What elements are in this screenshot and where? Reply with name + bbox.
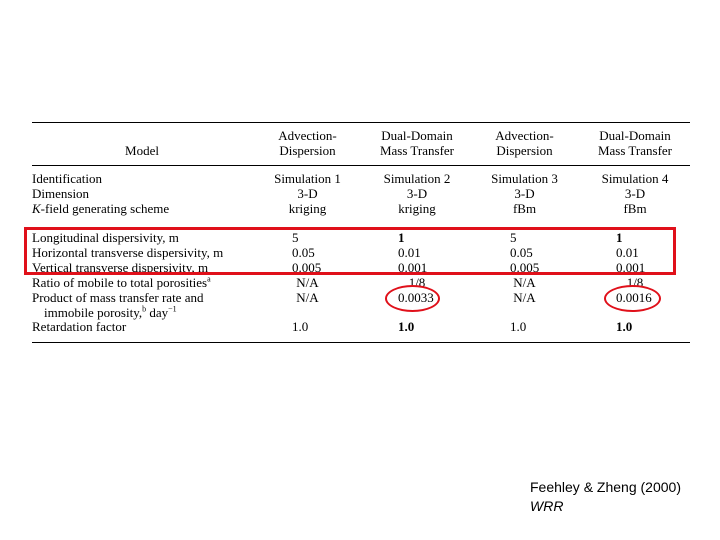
header-rule [32, 165, 690, 166]
table-bottom-rule [32, 342, 690, 343]
cell-ratio-sim3: N/A [513, 275, 536, 290]
cell-vertical-sim1: 0.005 [292, 260, 322, 275]
citation-authors: Feehley & Zheng (2000) [530, 479, 681, 495]
header-col3-line2: Dispersion [496, 143, 553, 158]
row-label-horizontal: Horizontal transverse dispersivity, m [32, 245, 224, 260]
row-label-ratio: Ratio of mobile to total porositiesa [32, 274, 211, 291]
cell-kfield-sim2: kriging [398, 201, 436, 216]
cell-kfield-sim1: kriging [288, 201, 327, 216]
row-label-product-cont: immobile porosity,b day−1 [44, 304, 177, 321]
cell-dimension-sim2: 3-D [406, 186, 428, 201]
header-col4-line2: Mass Transfer [597, 143, 673, 158]
unit-day: day [149, 305, 169, 320]
unit-exponent: −1 [168, 304, 177, 314]
cell-identification-sim4: Simulation 4 [601, 171, 669, 186]
cell-retardation-sim2: 1.0 [398, 319, 415, 334]
row-label-product-cont-text: immobile porosity, [44, 305, 143, 320]
cell-horizontal-sim2: 0.01 [398, 245, 421, 260]
row-label-dimension: Dimension [32, 186, 90, 201]
table-top-rule [32, 122, 690, 123]
cell-horizontal-sim4: 0.01 [616, 245, 639, 260]
cell-identification-sim2: Simulation 2 [383, 171, 451, 186]
row-label-longitudinal: Longitudinal dispersivity, m [32, 230, 179, 245]
row-label-kfield: K-field generating scheme [32, 201, 170, 216]
cell-longitudinal-sim2: 1 [398, 230, 405, 245]
cell-vertical-sim2: 0.001 [398, 260, 428, 275]
cell-identification-sim1: Simulation 1 [274, 171, 341, 186]
cell-horizontal-sim3: 0.05 [510, 245, 533, 260]
cell-dimension-sim4: 3-D [624, 186, 646, 201]
row-label-vertical: Vertical transverse dispersivity, m [32, 260, 209, 275]
highlight-circle-sim4 [604, 285, 661, 312]
cell-retardation-sim3: 1.0 [510, 319, 527, 334]
row-label-product: Product of mass transfer rate and [32, 290, 204, 305]
cell-vertical-sim3: 0.005 [510, 260, 540, 275]
cell-identification-sim3: Simulation 3 [491, 171, 558, 186]
header-col2-line1: Dual-Domain [381, 128, 453, 143]
header-col1-line1: Advection- [278, 128, 337, 143]
cell-horizontal-sim1: 0.05 [292, 245, 315, 260]
cell-product-sim1: N/A [296, 290, 319, 305]
cell-longitudinal-sim3: 5 [510, 230, 517, 245]
cell-ratio-sim1: N/A [296, 275, 319, 290]
cell-longitudinal-sim4: 1 [616, 230, 623, 245]
row-label-ratio-text: Ratio of mobile to total porosities [32, 275, 208, 290]
citation: Feehley & Zheng (2000) WRR [530, 478, 681, 516]
highlight-circle-sim2 [385, 285, 440, 312]
footnote-a: a [207, 274, 211, 284]
row-label-identification: Identification [32, 171, 103, 186]
cell-kfield-sim3: fBm [512, 201, 537, 216]
header-col1-line2: Dispersion [279, 143, 336, 158]
cell-dimension-sim3: 3-D [514, 186, 535, 201]
header-col4-line1: Dual-Domain [599, 128, 671, 143]
highlight-box-dispersivity [24, 227, 676, 275]
header-col3-line1: Advection- [495, 128, 554, 143]
header-model: Model [125, 143, 159, 158]
cell-retardation-sim1: 1.0 [292, 319, 309, 334]
cell-vertical-sim4: 0.001 [616, 260, 646, 275]
cell-retardation-sim4: 1.0 [616, 319, 633, 334]
cell-kfield-sim4: fBm [623, 201, 647, 216]
cell-dimension-sim1: 3-D [297, 186, 318, 201]
row-label-retardation: Retardation factor [32, 319, 127, 334]
citation-journal: WRR [530, 498, 564, 514]
header-col2-line2: Mass Transfer [379, 143, 455, 158]
cell-longitudinal-sim1: 5 [292, 230, 299, 245]
footnote-b: b [142, 304, 147, 314]
cell-product-sim3: N/A [513, 290, 536, 305]
